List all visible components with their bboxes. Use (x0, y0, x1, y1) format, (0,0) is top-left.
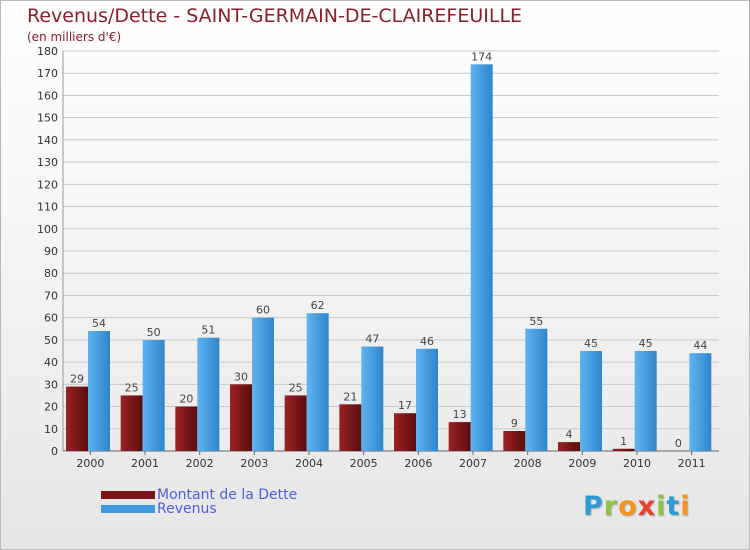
data-label: 21 (343, 390, 357, 403)
x-tick-label: 2003 (240, 457, 268, 470)
logo-letter: x (637, 491, 657, 522)
logo-letter: t (666, 491, 681, 522)
data-label: 0 (675, 437, 682, 450)
logo-letter: i (680, 491, 691, 522)
y-tick-label: 80 (44, 267, 58, 280)
bar-revenus (88, 331, 110, 451)
y-tick-label: 30 (44, 378, 58, 391)
y-tick-label: 160 (37, 89, 58, 102)
y-tick-label: 100 (37, 223, 58, 236)
data-label: 60 (256, 304, 270, 317)
data-label: 1 (620, 435, 627, 448)
y-tick-label: 70 (44, 289, 58, 302)
data-label: 50 (147, 326, 161, 339)
data-label: 44 (693, 339, 707, 352)
data-label: 46 (420, 335, 434, 348)
x-tick-label: 2008 (514, 457, 542, 470)
y-tick-label: 0 (51, 445, 58, 458)
bar-dette (612, 448, 635, 451)
logo-letter: r (603, 491, 619, 522)
data-label: 25 (289, 381, 303, 394)
x-tick-label: 2010 (623, 457, 651, 470)
y-tick-label: 140 (37, 134, 58, 147)
y-tick-label: 20 (44, 401, 58, 414)
x-tick-label: 2011 (678, 457, 706, 470)
bar-dette (394, 413, 416, 451)
bar-dette (66, 386, 88, 451)
data-label: 9 (511, 417, 518, 430)
y-tick-label: 150 (37, 112, 58, 125)
x-tick-label: 2001 (131, 457, 159, 470)
data-label: 54 (92, 317, 106, 330)
data-label: 51 (201, 324, 215, 337)
proxiti-logo: Proxiti (583, 491, 691, 522)
x-tick-label: 2006 (404, 457, 432, 470)
data-label: 174 (471, 50, 492, 63)
x-tick-label: 2009 (568, 457, 596, 470)
x-tick-label: 2000 (76, 457, 104, 470)
bar-revenus (361, 346, 384, 451)
y-tick-label: 10 (44, 423, 58, 436)
y-tick-label: 90 (44, 245, 58, 258)
y-tick-label: 130 (37, 156, 58, 169)
bar-revenus (689, 353, 712, 451)
data-label: 17 (398, 399, 412, 412)
bar-dette (230, 384, 252, 451)
bar-dette (558, 442, 580, 451)
bar-revenus (634, 351, 657, 451)
y-tick-label: 40 (44, 356, 58, 369)
y-tick-label: 110 (37, 201, 58, 214)
logo-letter: P (583, 491, 604, 522)
bar-revenus (306, 313, 329, 451)
bar-dette (284, 395, 307, 451)
bar-revenus (197, 337, 220, 451)
x-tick-label: 2007 (459, 457, 487, 470)
data-label: 25 (125, 381, 139, 394)
y-tick-label: 120 (37, 178, 58, 191)
bar-dette (339, 404, 362, 451)
y-tick-label: 60 (44, 312, 58, 325)
y-tick-label: 180 (37, 45, 58, 58)
x-tick-label: 2002 (186, 457, 214, 470)
legend-label-revenus: Revenus (157, 501, 217, 517)
y-tick-label: 50 (44, 334, 58, 347)
bar-revenus (580, 351, 602, 451)
bar-revenus (416, 348, 438, 451)
x-tick-label: 2005 (350, 457, 378, 470)
legend: Montant de la Dette Revenus (101, 487, 298, 517)
legend-swatch-revenus (101, 505, 155, 513)
bar-dette (175, 406, 198, 451)
logo-letter: o (618, 491, 638, 522)
data-label: 45 (584, 337, 598, 350)
legend-swatch-dette (101, 491, 155, 499)
data-label: 4 (566, 428, 573, 441)
x-tick-label: 2004 (295, 457, 323, 470)
legend-item-dette: Montant de la Dette (101, 487, 298, 503)
data-label: 13 (453, 408, 467, 421)
bar-revenus (470, 64, 493, 452)
data-label: 47 (365, 333, 379, 346)
data-label: 30 (234, 370, 248, 383)
data-label: 20 (179, 393, 193, 406)
bar-revenus (142, 339, 165, 451)
bar-revenus (252, 317, 274, 451)
bar-dette (503, 431, 526, 451)
bar-revenus (525, 328, 548, 451)
data-label: 62 (311, 299, 325, 312)
legend-item-revenus: Revenus (101, 501, 297, 517)
bar-dette (448, 422, 471, 451)
data-label: 45 (639, 337, 653, 350)
data-label: 55 (529, 315, 543, 328)
y-tick-label: 170 (37, 67, 58, 80)
chart-title: Revenus/Dette - SAINT-GERMAIN-DE-CLAIREF… (27, 5, 523, 27)
logo-letter: i (656, 491, 667, 522)
data-label: 29 (70, 373, 84, 386)
chart-subtitle: (en milliers d'€) (27, 30, 122, 44)
bar-dette (120, 395, 143, 451)
legend-label-dette: Montant de la Dette (157, 487, 298, 503)
